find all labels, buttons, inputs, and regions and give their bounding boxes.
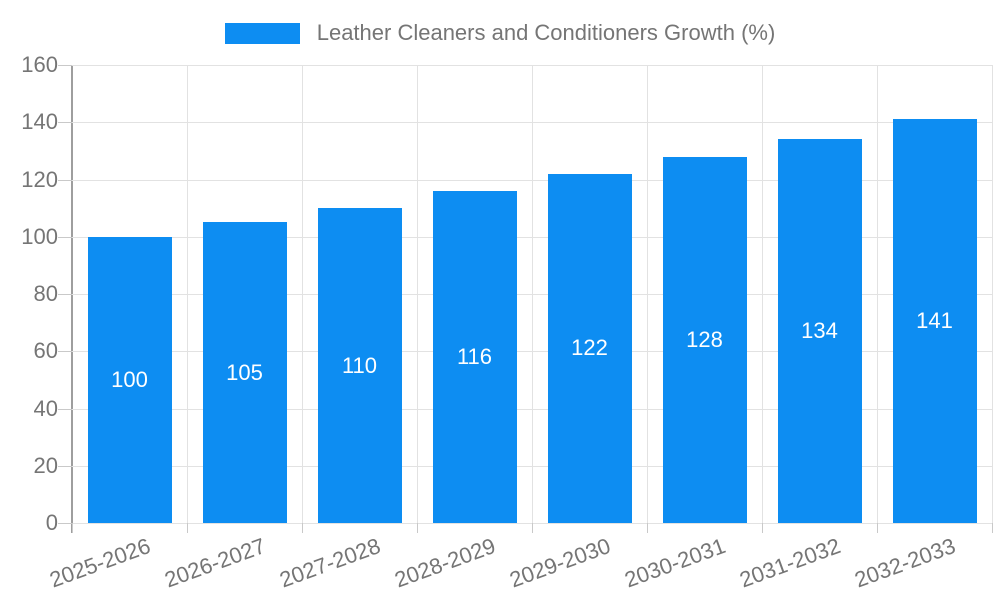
y-axis-line bbox=[71, 65, 73, 533]
gridline-vertical bbox=[187, 65, 188, 523]
bar bbox=[202, 222, 287, 523]
y-tick-label: 0 bbox=[45, 510, 58, 535]
bar-value-label: 134 bbox=[801, 318, 838, 344]
y-tick-label: 60 bbox=[33, 338, 58, 364]
bar-value-label: 110 bbox=[341, 352, 378, 378]
bar bbox=[777, 139, 862, 523]
y-tick-label: 160 bbox=[21, 52, 58, 77]
legend-label: Leather Cleaners and Conditioners Growth… bbox=[316, 20, 776, 45]
gridline-vertical bbox=[877, 65, 878, 523]
x-axis-tick bbox=[877, 523, 878, 533]
bar-value-label: 116 bbox=[456, 343, 493, 369]
y-axis-tick bbox=[58, 294, 72, 295]
x-axis-tick bbox=[992, 523, 993, 533]
plot-area: 100 105 110 116 122 128 134 141 bbox=[72, 65, 993, 524]
bar-value-label: 128 bbox=[686, 326, 723, 352]
y-axis-tick bbox=[58, 236, 72, 238]
y-axis-tick bbox=[58, 351, 72, 353]
gridline-vertical bbox=[532, 65, 533, 523]
x-tick-label: 2027-2028 bbox=[276, 533, 385, 593]
bar-value-label: 100 bbox=[111, 366, 148, 392]
x-axis-tick bbox=[417, 523, 418, 533]
y-axis-tick bbox=[58, 65, 72, 66]
bar bbox=[662, 156, 747, 523]
bar-value-label: 141 bbox=[916, 308, 953, 334]
y-tick-label: 20 bbox=[33, 452, 58, 478]
x-tick-label: 2030-2031 bbox=[621, 533, 730, 593]
y-tick-label: 120 bbox=[21, 166, 58, 192]
bar-value-label: 122 bbox=[571, 335, 608, 361]
x-axis-tick bbox=[72, 523, 73, 533]
legend-swatch bbox=[224, 22, 300, 44]
y-axis-tick bbox=[58, 408, 72, 410]
x-axis-tick bbox=[532, 523, 533, 533]
y-tick-label: 80 bbox=[33, 281, 58, 306]
gridline-vertical bbox=[417, 65, 418, 523]
x-axis-tick bbox=[647, 523, 648, 533]
bar bbox=[892, 119, 977, 523]
y-axis-tick bbox=[58, 465, 72, 467]
y-tick-label: 140 bbox=[21, 109, 58, 135]
bar bbox=[87, 236, 172, 523]
x-tick-label: 2032-2033 bbox=[851, 533, 960, 593]
x-tick-label: 2028-2029 bbox=[391, 533, 500, 593]
y-axis-tick bbox=[58, 179, 72, 181]
legend: Leather Cleaners and Conditioners Growth… bbox=[0, 20, 1000, 46]
x-tick-label: 2029-2030 bbox=[506, 533, 615, 593]
y-tick-label: 40 bbox=[33, 395, 58, 421]
gridline-vertical bbox=[647, 65, 648, 523]
x-axis-tick bbox=[302, 523, 303, 533]
x-tick-label: 2031-2032 bbox=[736, 533, 845, 593]
gridline-vertical bbox=[762, 65, 763, 523]
bar bbox=[317, 208, 402, 523]
bar bbox=[432, 190, 517, 523]
x-tick-label: 2026-2027 bbox=[161, 533, 270, 593]
y-axis-tick bbox=[58, 122, 72, 124]
gridline-vertical bbox=[992, 65, 993, 523]
x-axis-tick bbox=[762, 523, 763, 533]
gridline-vertical bbox=[302, 65, 303, 523]
x-axis-tick bbox=[187, 523, 188, 533]
x-tick-label: 2025-2026 bbox=[46, 533, 155, 593]
y-tick-label: 100 bbox=[21, 223, 58, 249]
bar-value-label: 105 bbox=[226, 359, 263, 385]
bar bbox=[547, 173, 632, 523]
y-axis-tick bbox=[58, 523, 72, 524]
